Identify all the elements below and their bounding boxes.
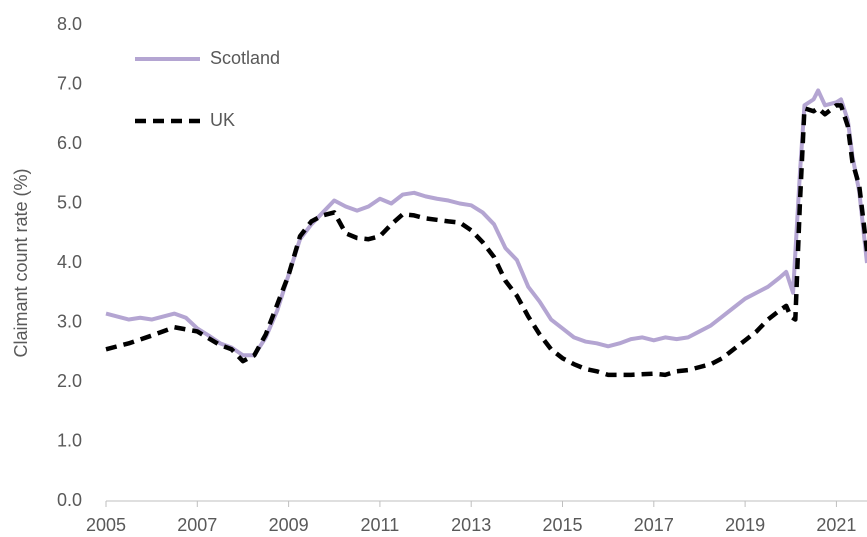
- x-tick-label: 2017: [634, 515, 674, 535]
- y-tick-label: 2.0: [57, 371, 82, 391]
- y-tick-label: 4.0: [57, 252, 82, 272]
- y-tick-label: 3.0: [57, 311, 82, 331]
- y-tick-label: 6.0: [57, 133, 82, 153]
- legend-label: Scotland: [210, 48, 280, 68]
- x-tick-label: 2019: [725, 515, 765, 535]
- series-line: [105, 88, 867, 358]
- x-tick-label: 2011: [361, 515, 400, 535]
- y-tick-label: 0.0: [57, 490, 82, 510]
- y-tick-label: 8.0: [57, 14, 82, 34]
- series-line: [105, 103, 867, 378]
- y-tick-label: 5.0: [57, 192, 82, 212]
- x-tick-label: 2005: [86, 515, 126, 535]
- legend-label: UK: [210, 110, 235, 130]
- x-tick-label: 2015: [542, 515, 582, 535]
- y-axis-label: Claimant count rate (%): [11, 168, 31, 357]
- y-tick-label: 1.0: [57, 430, 82, 450]
- x-tick-label: 2013: [451, 515, 491, 535]
- x-tick-label: 2007: [177, 515, 217, 535]
- x-tick-label: 2009: [269, 515, 309, 535]
- y-tick-label: 7.0: [57, 73, 82, 93]
- x-tick-label: 2021: [816, 515, 856, 535]
